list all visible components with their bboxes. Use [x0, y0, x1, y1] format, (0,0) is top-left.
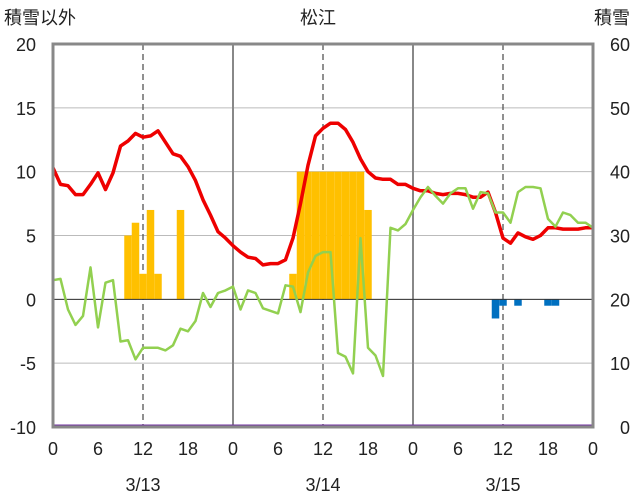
bar: [131, 222, 140, 300]
bar: [356, 171, 365, 300]
bar: [296, 171, 305, 300]
x-tick-label: 12: [493, 439, 513, 459]
right-axis-label: 積雪: [594, 8, 630, 28]
right-tick-label: 20: [610, 290, 630, 310]
x-tick-label: 6: [93, 439, 103, 459]
bar: [319, 171, 327, 300]
x-tick-label: 6: [273, 439, 283, 459]
bar: [326, 171, 335, 300]
right-tick-label: 0: [620, 418, 630, 438]
x-tick-label: 18: [538, 439, 558, 459]
bar: [154, 273, 162, 300]
x-tick-label: 0: [228, 439, 238, 459]
bar: [146, 209, 155, 300]
day-labels: 3/13 3/14 3/15: [125, 475, 520, 495]
right-tick-label: 60: [610, 35, 630, 55]
plot-frame: [51, 42, 595, 429]
right-tick-label: 50: [610, 99, 630, 119]
x-tick-label: 0: [408, 439, 418, 459]
x-tick-label: 6: [453, 439, 463, 459]
bar: [364, 209, 372, 300]
series-line-1: [51, 121, 593, 267]
day-label: 3/13: [125, 475, 160, 495]
x-tick-label: 18: [358, 439, 378, 459]
bar: [304, 171, 312, 300]
left-tick-label: -5: [20, 354, 36, 374]
bar: [491, 299, 500, 319]
left-tick-label: 10: [16, 163, 36, 183]
day-label: 3/15: [485, 475, 520, 495]
x-tick-label: 18: [178, 439, 198, 459]
right-y-ticks: 60 50 40 30 20 10 0: [610, 35, 630, 438]
x-tick-label: 12: [313, 439, 333, 459]
bar: [334, 171, 342, 300]
bar-series: [124, 171, 560, 319]
series-line-2: [52, 185, 594, 378]
bar: [176, 209, 185, 300]
chart-title: 松江: [300, 8, 336, 28]
x-hour-ticks: 0 6 12 18 0 6 12 18 0 6 12 18 0: [48, 439, 598, 459]
left-tick-label: -10: [10, 418, 36, 438]
left-tick-label: 15: [16, 99, 36, 119]
x-tick-label: 0: [588, 439, 598, 459]
right-tick-label: 40: [610, 163, 630, 183]
bar: [499, 299, 507, 306]
bar: [341, 171, 350, 300]
bar: [349, 171, 357, 300]
right-tick-label: 10: [610, 354, 630, 374]
x-tick-label: 0: [48, 439, 58, 459]
left-tick-label: 0: [26, 290, 36, 310]
bar: [544, 299, 552, 306]
x-tick-label: 12: [133, 439, 153, 459]
left-tick-label: 5: [26, 227, 36, 247]
bar: [514, 299, 522, 306]
bar: [139, 273, 147, 300]
left-y-ticks: 20 15 10 5 0 -5 -10: [10, 35, 36, 438]
left-tick-label: 20: [16, 35, 36, 55]
bar: [551, 299, 560, 306]
left-axis-label: 積雪以外: [4, 8, 76, 28]
day-label: 3/14: [305, 475, 340, 495]
right-tick-label: 30: [610, 227, 630, 247]
bar: [124, 235, 132, 300]
bar: [311, 171, 320, 300]
